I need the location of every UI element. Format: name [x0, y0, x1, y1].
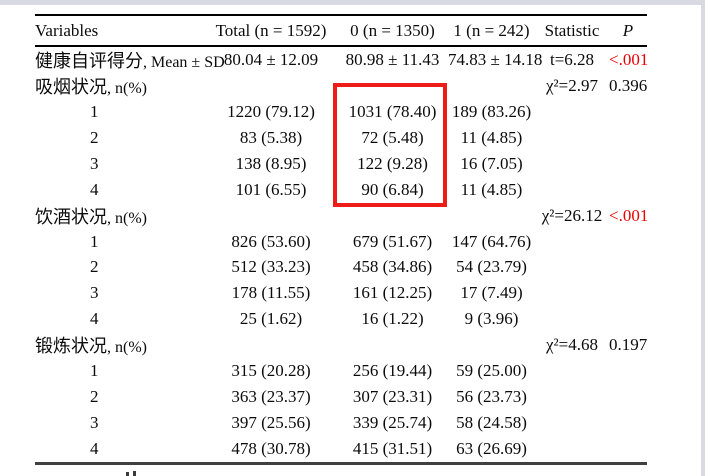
- group1-value: 16 (7.05): [460, 153, 523, 173]
- group0-value: 122 (9.28): [357, 153, 428, 173]
- group0-value: 72 (5.48): [361, 127, 424, 147]
- group0-value: 16 (1.22): [361, 309, 424, 329]
- column-header-statistic: Statistic: [535, 15, 609, 47]
- variable-label: 锻炼状况, n(%): [35, 336, 147, 357]
- total-value: 363 (23.37): [231, 386, 311, 406]
- row-smoking-status: 吸烟状况, n(%) χ²=2.97 0.396: [35, 73, 647, 99]
- table-header-row: Variables Total (n = 1592) 0 (n = 1350) …: [35, 15, 647, 47]
- statistic-value: χ²=26.12: [541, 205, 603, 225]
- category-label: 3: [90, 412, 99, 432]
- total-value: 397 (25.56): [231, 412, 311, 432]
- group0-value: 679 (51.67): [352, 231, 433, 251]
- p-value: 0.197: [609, 335, 648, 355]
- group0-value: 161 (12.25): [352, 283, 433, 303]
- table-row: 4 478 (30.78) 415 (31.51) 63 (26.69): [35, 436, 647, 463]
- category-label: 1: [90, 231, 99, 251]
- table-row: 4 101 (6.55) 90 (6.84) 11 (4.85): [35, 177, 647, 203]
- group1-value: 17 (7.49): [460, 283, 523, 303]
- category-label: 2: [90, 127, 99, 147]
- category-label: 4: [90, 179, 99, 199]
- column-header-variables: Variables: [35, 15, 205, 47]
- group1-value: 147 (64.76): [451, 231, 532, 251]
- clipped-text-remnant: [133, 471, 136, 476]
- category-label: 3: [90, 153, 99, 173]
- table-row: 3 178 (11.55) 161 (12.25) 17 (7.49): [35, 280, 647, 306]
- group0-value: 458 (34.86): [352, 257, 433, 277]
- variable-label: 饮酒状况, n(%): [35, 206, 147, 227]
- window-chrome-top-strip: [0, 0, 705, 5]
- table-row: 2 83 (5.38) 72 (5.48) 11 (4.85): [35, 125, 647, 151]
- window-chrome-right-strip: [701, 0, 705, 476]
- category-label: 4: [90, 309, 99, 329]
- total-value: 178 (11.55): [231, 283, 311, 303]
- row-self-rated-health: 健康自评得分, Mean ± SD 80.04 ± 12.09 80.98 ± …: [35, 46, 649, 73]
- column-header-group0: 0 (n = 1350): [337, 15, 448, 47]
- total-value: 826 (53.60): [231, 231, 311, 251]
- total-value: 83 (5.38): [239, 127, 303, 147]
- group1-value: 63 (26.69): [456, 438, 527, 458]
- group0-value: 90 (6.84): [361, 179, 424, 199]
- total-value: 512 (33.23): [231, 257, 311, 277]
- table-row: 2 363 (23.37) 307 (23.31) 56 (23.73): [35, 384, 647, 410]
- group0-value: 339 (25.74): [352, 412, 433, 432]
- total-value: 315 (20.28): [231, 361, 311, 381]
- total-value: 25 (1.62): [239, 309, 303, 329]
- column-header-total: Total (n = 1592): [205, 15, 337, 47]
- statistics-table: Variables Total (n = 1592) 0 (n = 1350) …: [35, 14, 649, 465]
- group1-value: 189 (83.26): [451, 101, 532, 121]
- group1-value: 11 (4.85): [460, 127, 523, 147]
- table-row: 3 397 (25.56) 339 (25.74) 58 (24.58): [35, 410, 647, 436]
- red-annotation-rectangle: [333, 83, 447, 207]
- p-value: 0.396: [609, 76, 648, 95]
- group0-value: 1031 (78.40): [348, 101, 437, 121]
- table-row: 3 138 (8.95) 122 (9.28) 16 (7.05): [35, 151, 647, 177]
- group0-value: 80.98 ± 11.43: [345, 50, 440, 69]
- table-row: 2 512 (33.23) 458 (34.86) 54 (23.79): [35, 254, 647, 280]
- variable-label: 吸烟状况, n(%): [35, 77, 147, 97]
- total-value: 1220 (79.12): [227, 101, 315, 121]
- statistic-value: t=6.28: [549, 50, 595, 69]
- row-drinking-status: 饮酒状况, n(%) χ²=26.12 <.001: [35, 203, 649, 229]
- group1-value: 74.83 ± 14.18: [448, 50, 543, 69]
- category-label: 4: [90, 438, 99, 458]
- p-value: <.001: [609, 50, 649, 69]
- total-value: 478 (30.78): [231, 438, 311, 458]
- column-header-group1: 1 (n = 242): [448, 15, 535, 47]
- group1-value: 56 (23.73): [456, 386, 527, 406]
- total-value: 80.04 ± 12.09: [223, 50, 319, 69]
- group1-value: 58 (24.58): [456, 412, 527, 432]
- category-label: 2: [90, 257, 99, 277]
- total-value: 101 (6.55): [235, 179, 307, 199]
- clipped-text-remnant: [126, 472, 129, 476]
- group0-value: 415 (31.51): [352, 438, 433, 458]
- group1-value: 59 (25.00): [456, 361, 527, 381]
- table-row: 4 25 (1.62) 16 (1.22) 9 (3.96): [35, 306, 647, 332]
- table-row: 1 826 (53.60) 679 (51.67) 147 (64.76): [35, 229, 647, 255]
- total-value: 138 (8.95): [235, 153, 307, 173]
- category-label: 3: [90, 283, 99, 303]
- group1-value: 54 (23.79): [456, 257, 527, 277]
- group1-value: 9 (3.96): [464, 309, 519, 329]
- column-header-p: P: [609, 15, 647, 47]
- table-row: 1 1220 (79.12) 1031 (78.40) 189 (83.26): [35, 99, 647, 125]
- group1-value: 11 (4.85): [460, 179, 523, 199]
- group0-value: 307 (23.31): [352, 386, 433, 406]
- row-exercise-status: 锻炼状况, n(%) χ²=4.68 0.197: [35, 332, 647, 358]
- table-row: 1 315 (20.28) 256 (19.44) 59 (25.00): [35, 358, 647, 384]
- statistic-value: χ²=2.97: [546, 76, 598, 95]
- category-label: 2: [90, 386, 99, 406]
- statistic-value: χ²=4.68: [546, 335, 598, 355]
- category-label: 1: [90, 101, 99, 121]
- variable-label: 健康自评得分, Mean ± SD: [35, 51, 225, 71]
- category-label: 1: [90, 361, 99, 381]
- p-value: <.001: [609, 205, 649, 225]
- group0-value: 256 (19.44): [352, 361, 433, 381]
